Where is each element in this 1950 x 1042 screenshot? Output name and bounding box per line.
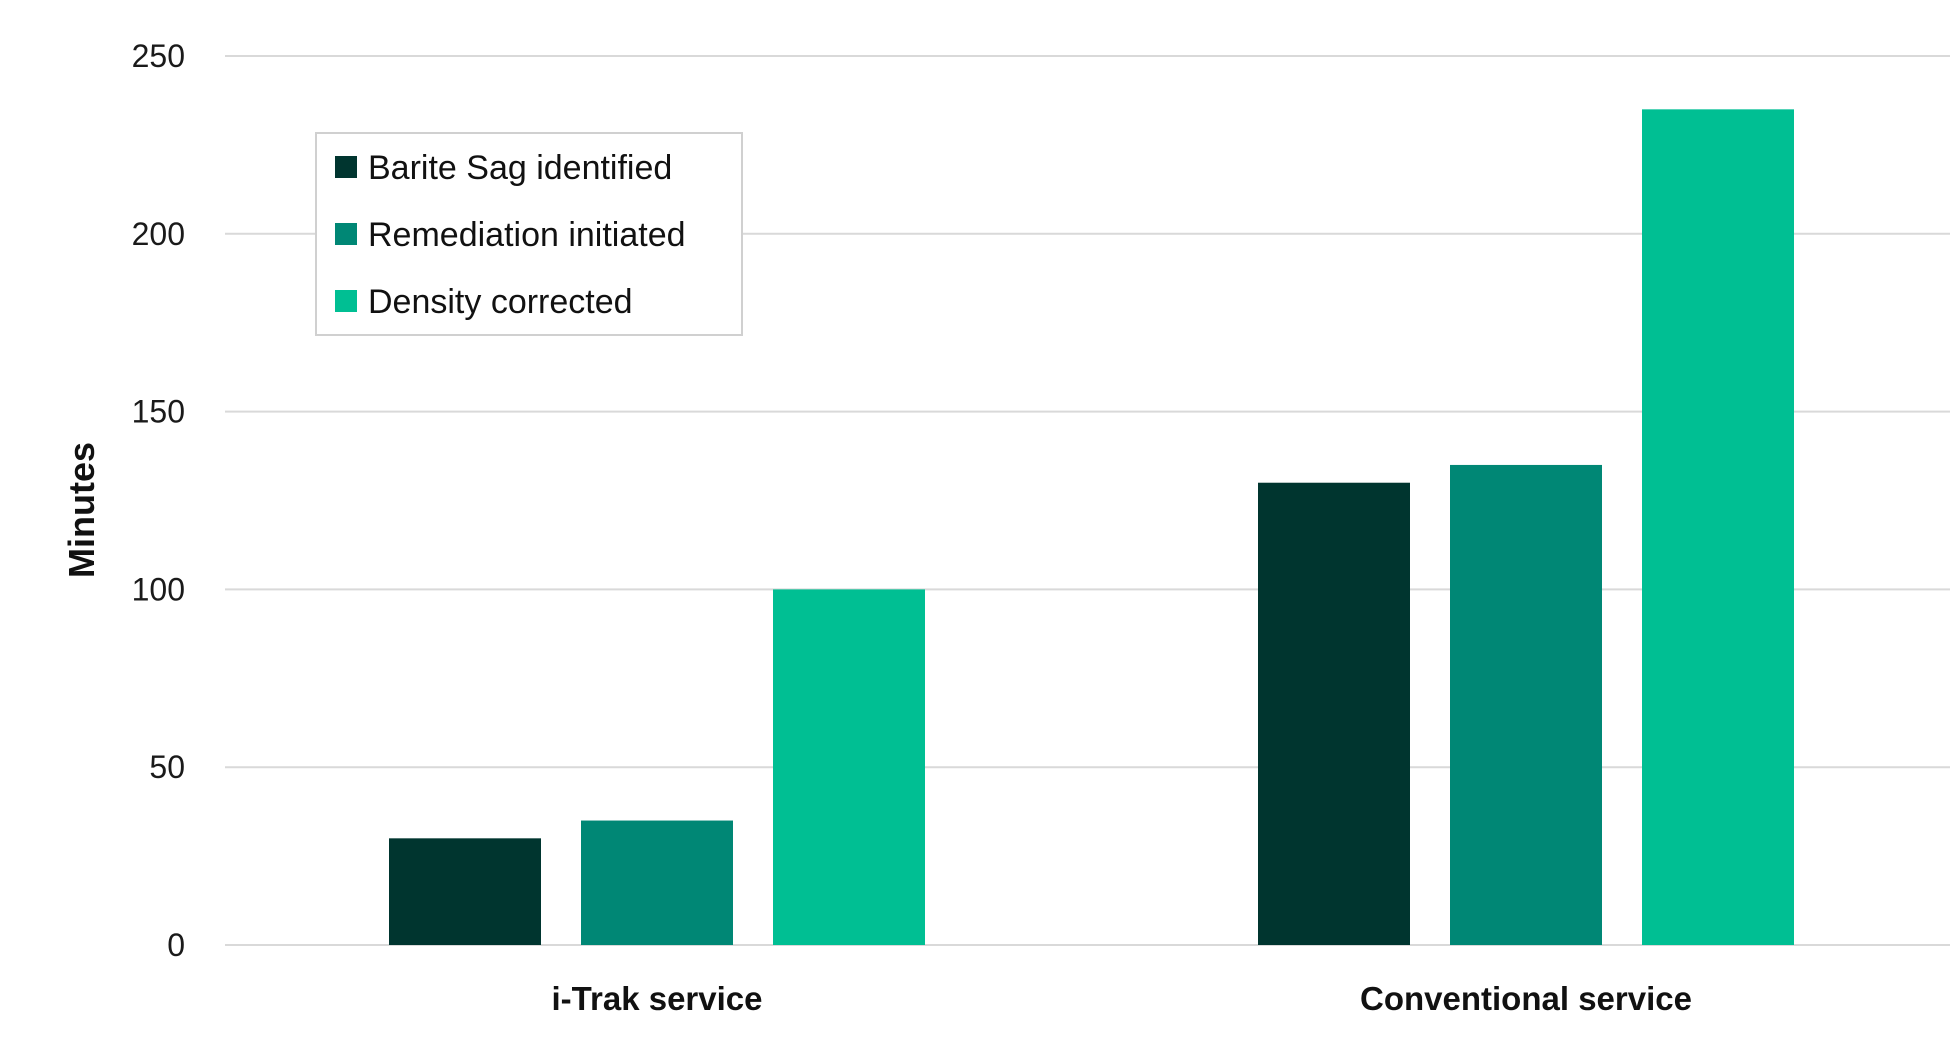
bar-density-corrected-0: [773, 589, 925, 945]
y-tick-label: 200: [132, 216, 185, 252]
bars: [389, 109, 1794, 946]
y-tick-label: 0: [167, 927, 185, 963]
x-category-label: i-Trak service: [552, 980, 763, 1017]
x-category-label: Conventional service: [1360, 980, 1692, 1017]
legend-swatch: [335, 290, 357, 312]
legend-swatch: [335, 223, 357, 245]
y-axis-ticks: 0 50 100 150 200 250: [132, 38, 185, 963]
legend-box: [315, 132, 743, 336]
legend-label: Barite Sag identified: [368, 149, 672, 187]
bar-density-corrected-1: [1642, 109, 1794, 946]
y-tick-label: 150: [132, 394, 185, 430]
bar-barite-sag-identified-1: [1258, 482, 1410, 945]
legend: Barite Sag identified Remediation initiat…: [315, 132, 743, 336]
legend-label: Remediation initiated: [368, 216, 686, 254]
bar-remediation-initiated-1: [1450, 464, 1602, 945]
bar-remediation-initiated-0: [581, 820, 733, 945]
legend-label: Density corrected: [368, 283, 633, 321]
x-axis-categories: i-Trak service Conventional service: [552, 980, 1692, 1017]
y-tick-label: 50: [149, 749, 185, 785]
legend-swatch: [335, 156, 357, 178]
y-tick-label: 100: [132, 571, 185, 607]
y-tick-label: 250: [132, 38, 185, 74]
bar-barite-sag-identified-0: [389, 838, 541, 945]
y-axis-title: Minutes: [61, 442, 102, 578]
